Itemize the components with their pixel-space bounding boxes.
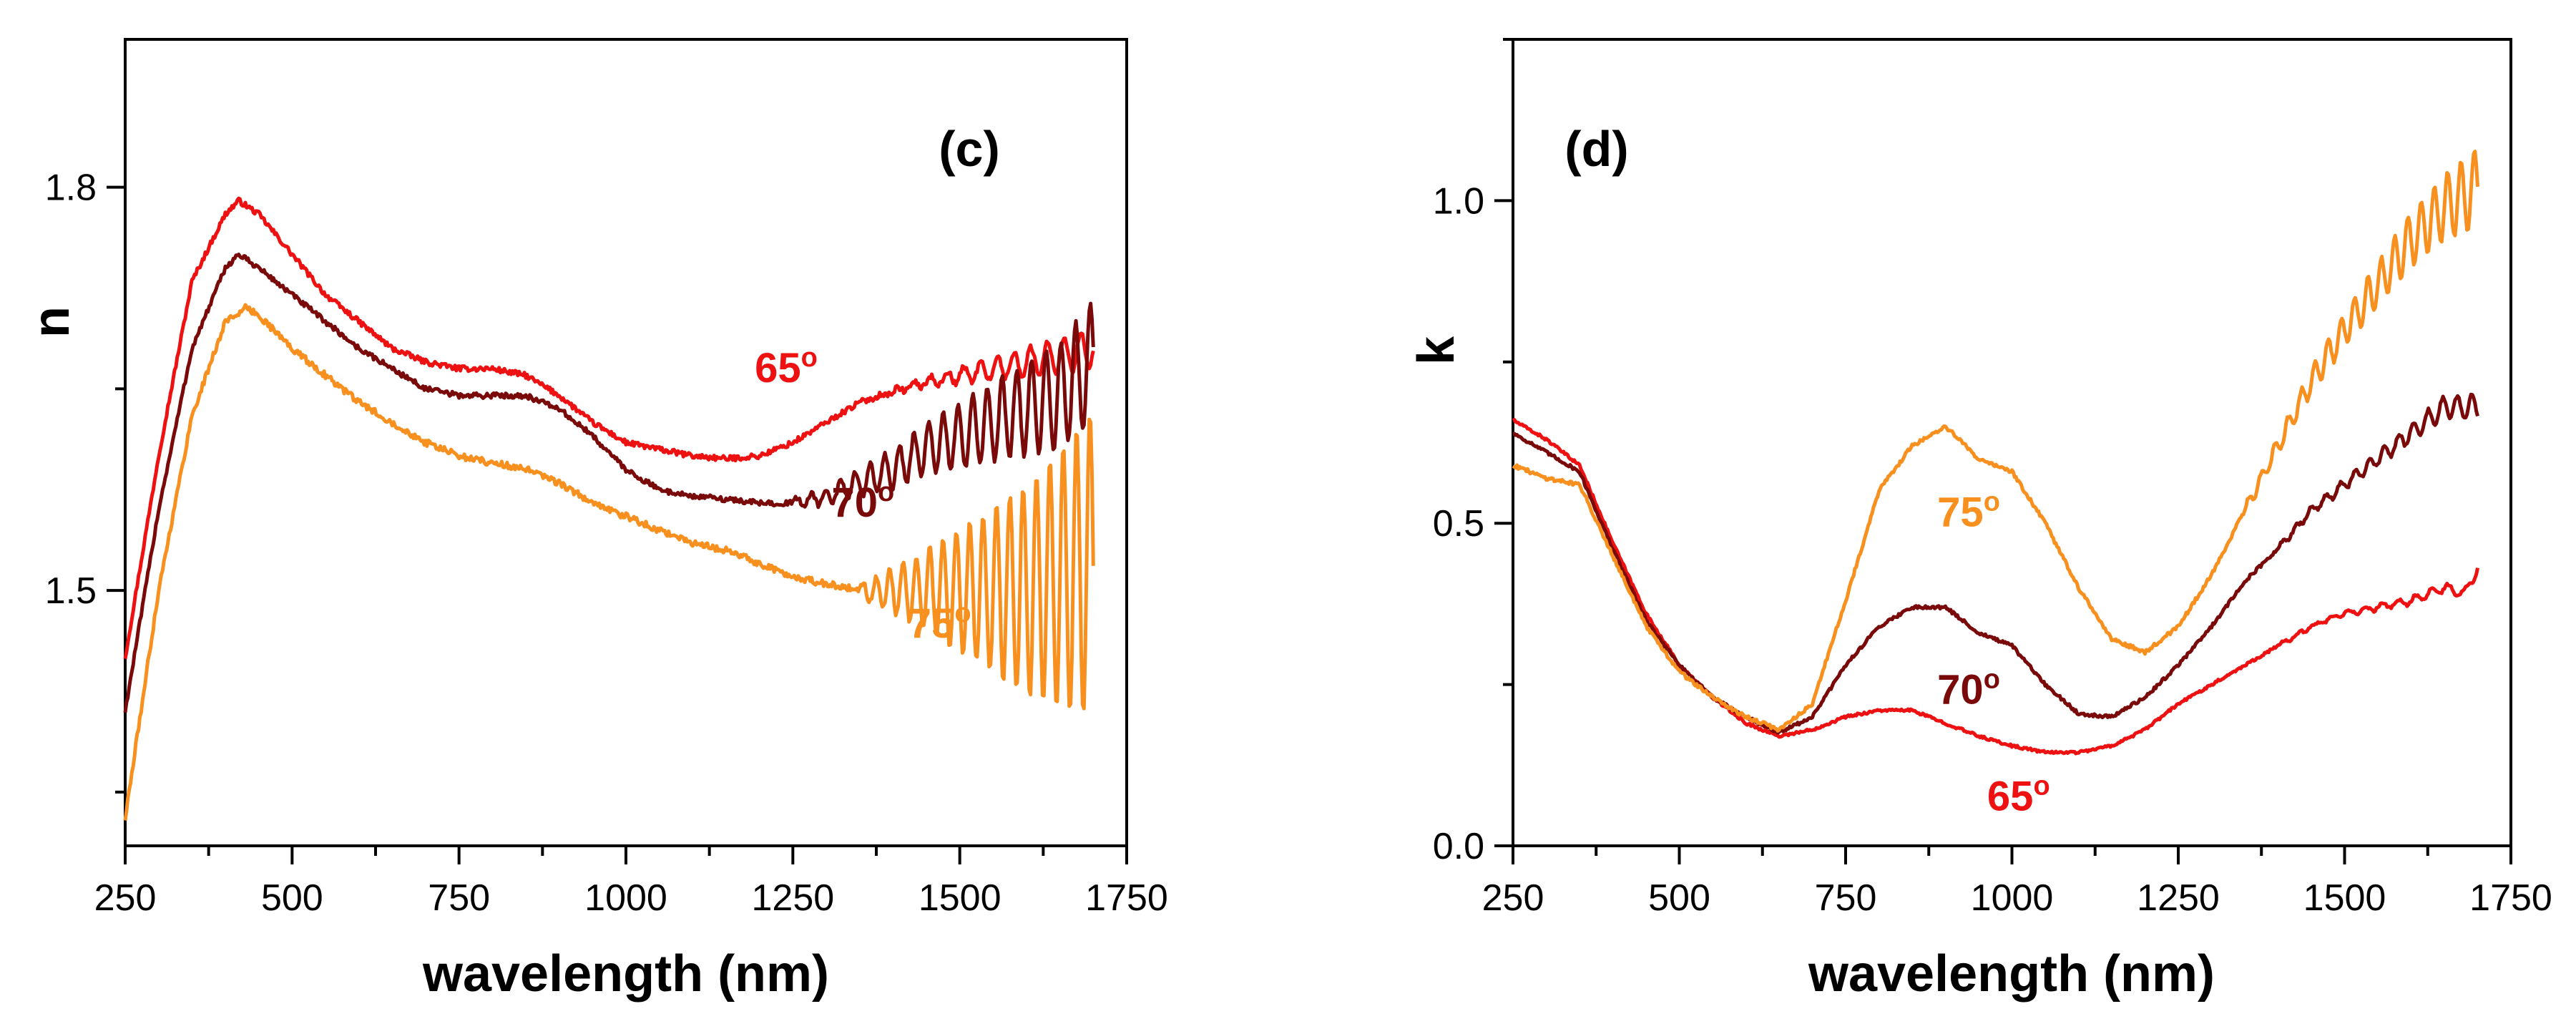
x-tick-label: 250: [94, 877, 157, 919]
y-tick-label: 1.0: [1433, 180, 1484, 222]
series-label-70: 70o: [831, 477, 894, 526]
panel-label: (d): [1564, 121, 1628, 177]
series-lines: [123, 196, 1095, 821]
series-labels: 65o 70o 75o: [1937, 487, 2049, 820]
series-label-75: 75o: [1937, 487, 2000, 536]
panel-label: (c): [939, 121, 1000, 177]
series-label-75: 75o: [909, 598, 971, 647]
x-tick-label: 750: [1815, 877, 1877, 919]
y-axis-title: n: [23, 306, 80, 338]
x-tick-label: 1500: [2303, 877, 2386, 919]
x-tick-label: 1500: [919, 877, 1001, 919]
axis-ticks: [1494, 38, 2512, 864]
x-axis-title: wavelength (nm): [422, 945, 829, 1003]
x-tick-label: 250: [1482, 877, 1544, 919]
x-axis-title: wavelength (nm): [1808, 945, 2215, 1003]
y-tick-label: 0.0: [1433, 826, 1484, 867]
x-tick-label: 1000: [584, 877, 667, 919]
series-line-65: [123, 196, 1095, 660]
x-tick-label: 500: [1648, 877, 1710, 919]
y-tick-label: 0.5: [1433, 503, 1484, 545]
x-tick-label: 1750: [1085, 877, 1168, 919]
y-axis-title: k: [1408, 336, 1465, 365]
plot-frame: [1512, 38, 2512, 847]
series-label-65: 65o: [755, 343, 818, 391]
x-tick-label: 1250: [2137, 877, 2220, 919]
axis-ticks: [107, 185, 1128, 864]
x-tick-label: 500: [261, 877, 323, 919]
series-label-70: 70o: [1937, 665, 2000, 713]
series-line-75: [123, 303, 1095, 821]
series-line-65: [1512, 418, 2479, 756]
x-tick-label: 1750: [2469, 877, 2552, 919]
tick-labels: 250 500 750 1000 1250 1500 1750 1.5 1.8: [45, 167, 1168, 919]
chart-panel-d: 250 500 750 1000 1250 1500 1750 0.0 0.5 1.0 65o 70…: [1408, 38, 2552, 1003]
tick-labels: 250 500 750 1000 1250 1500 1750 0.0 0.5 1.0: [1433, 180, 2552, 919]
series-line-70: [1512, 392, 2479, 735]
series-lines: [1512, 150, 2479, 756]
x-tick-label: 1250: [751, 877, 834, 919]
y-tick-label: 1.5: [45, 570, 97, 612]
x-tick-label: 1000: [1971, 877, 2054, 919]
x-tick-label: 750: [428, 877, 490, 919]
series-line-75: [1512, 150, 2479, 733]
series-labels: 65o 70o 75o: [755, 343, 971, 647]
y-tick-label: 1.8: [45, 167, 97, 209]
chart-panel-c: 250 500 750 1000 1250 1500 1750 1.5 1.8 65o 70o 75…: [23, 38, 1168, 1003]
series-label-65: 65o: [1987, 771, 2050, 819]
series-line-70: [123, 253, 1095, 713]
